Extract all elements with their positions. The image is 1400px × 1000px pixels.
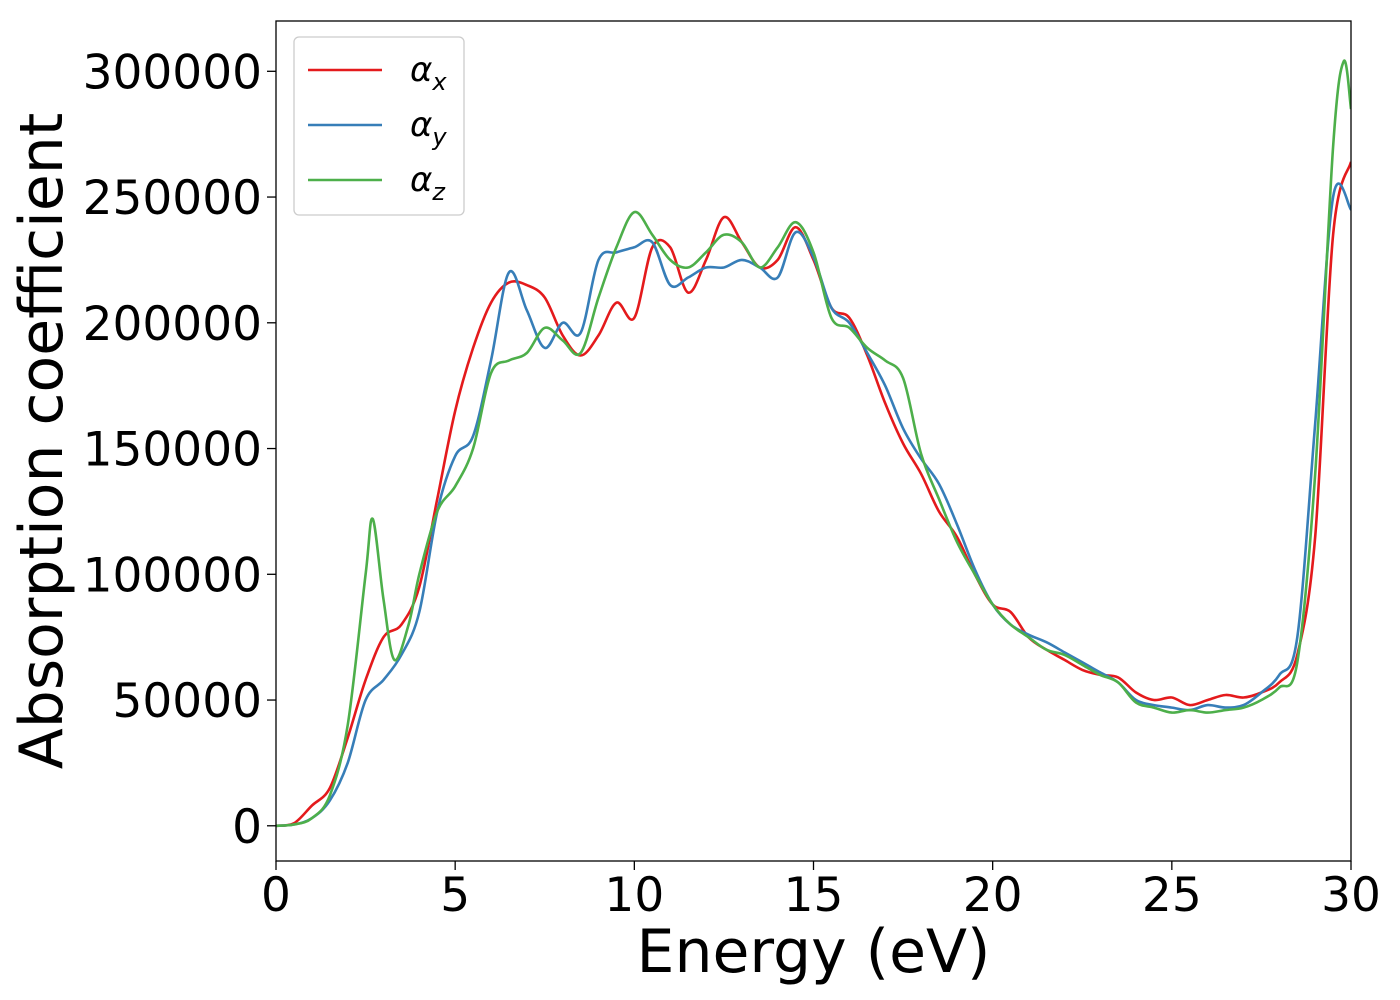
x-axis-label: Energy (eV) <box>637 917 991 987</box>
x-tick-label: 5 <box>440 868 470 923</box>
y-tick-label: 200000 <box>83 297 262 352</box>
x-tick-label: 30 <box>1321 868 1381 923</box>
y-tick-label: 150000 <box>83 423 262 478</box>
x-tick-label: 25 <box>1142 868 1202 923</box>
legend-label-y: αy <box>410 105 447 151</box>
series-line-z <box>276 59 1351 828</box>
y-tick-label: 300000 <box>83 45 262 100</box>
y-tick-label: 250000 <box>83 171 262 226</box>
series-line-x <box>276 161 1351 828</box>
ticks-layer: 0 5 10 15 20 25 30 0 50000 100000 150000 200000 2500… <box>83 45 1381 923</box>
x-tick-label: 15 <box>784 868 844 923</box>
x-tick-label: 20 <box>963 868 1023 923</box>
legend-label-x: αx <box>410 50 447 96</box>
x-tick-label: 10 <box>604 868 664 923</box>
legend-label-z: αz <box>410 160 446 206</box>
y-axis-label: Absorption coefficient <box>7 113 77 770</box>
y-tick-label: 100000 <box>83 548 262 603</box>
y-tick-label: 50000 <box>112 674 262 729</box>
y-tick-label: 0 <box>232 800 262 855</box>
legend: αx αy αz <box>293 36 465 216</box>
x-tick-label: 0 <box>261 868 291 923</box>
series-layer <box>276 59 1351 828</box>
